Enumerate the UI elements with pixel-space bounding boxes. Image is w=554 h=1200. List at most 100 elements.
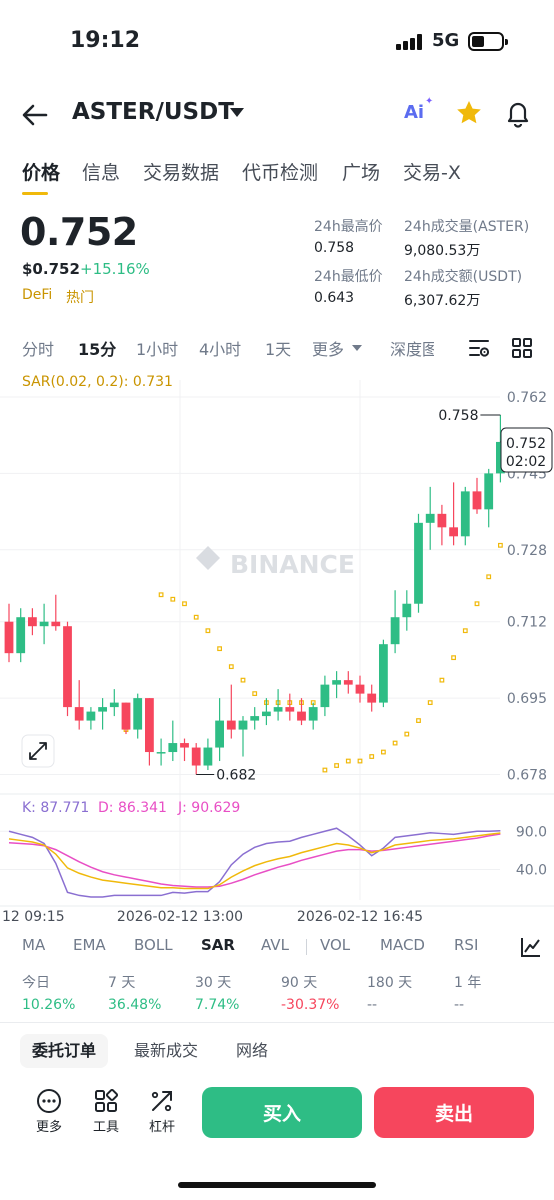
candle-body (51, 621, 61, 627)
current-price-box[interactable]: 0.752 02:02 (500, 427, 553, 473)
sar-dot (451, 655, 456, 661)
more-button[interactable]: 更多 (29, 1088, 69, 1135)
tools-button[interactable]: 工具 (86, 1088, 126, 1135)
price-change: +15.16% (80, 260, 150, 278)
leverage-icon (151, 1091, 172, 1112)
tools-label: 工具 (92, 1120, 119, 1135)
candle-body (496, 441, 505, 474)
price-axis-label: 0.762 (507, 390, 547, 406)
candle-body (414, 522, 423, 604)
stat-24h-low: 24h最低价 0.643 (314, 266, 383, 306)
back-arrow-icon[interactable] (20, 100, 50, 130)
indicator-avl[interactable]: AVL (261, 936, 289, 954)
interval-4h[interactable]: 4小时 (199, 340, 242, 359)
sar-dot (334, 763, 339, 768)
favorite-star-icon[interactable] (454, 98, 484, 128)
tab-square[interactable]: 广场 (342, 162, 381, 184)
perf-value: 36.48% (108, 997, 162, 1013)
layout-grid-icon[interactable] (510, 336, 534, 360)
indicator-vol[interactable]: VOL (320, 936, 351, 954)
pair-title[interactable]: ASTER/USDT (72, 99, 234, 125)
sell-button[interactable]: 卖出 (374, 1087, 534, 1138)
stat-24h-volume: 24h成交量(ASTER) 9,080.53万 (404, 216, 529, 260)
notification-bell-icon[interactable] (503, 98, 533, 128)
indicator-sar[interactable]: SAR (201, 936, 235, 954)
more-caret-icon[interactable] (352, 345, 362, 351)
countdown-label: 02:02 (506, 454, 546, 470)
price-axis-label: 0.678 (507, 768, 547, 784)
candle-body (379, 644, 388, 703)
indicator-separator (306, 939, 307, 955)
tab-price[interactable]: 价格 (22, 162, 61, 184)
perf-label: 1 年 (454, 975, 482, 991)
perf-label: 7 天 (108, 975, 136, 991)
interval-1d[interactable]: 1天 (265, 340, 292, 359)
candle-body (215, 720, 224, 748)
divider (0, 1022, 554, 1023)
buy-button[interactable]: 买入 (202, 1087, 362, 1138)
price-usd: $0.752 (22, 260, 80, 278)
tab-trading-data[interactable]: 交易数据 (143, 162, 220, 184)
status-bar: 19:12 5G (0, 0, 554, 84)
interval-15m[interactable]: 15分 (78, 340, 117, 359)
tag-defi[interactable]: DeFi (22, 287, 53, 303)
perf-1y: 1 年 -- (454, 972, 481, 1013)
expand-icon (29, 742, 47, 760)
sar-dot (369, 754, 375, 759)
signal-icon (396, 34, 426, 50)
header: ASTER/USDT Ai ✦ (0, 90, 554, 138)
candle-body (449, 527, 458, 537)
price-axis-label: 0.712 (507, 615, 547, 631)
watermark-text: BINANCE (230, 550, 355, 579)
fullscreen-button[interactable] (21, 734, 55, 768)
interval-timeline[interactable]: 分时 (22, 340, 55, 359)
candle-body (39, 621, 49, 627)
status-time: 19:12 (70, 28, 141, 53)
tab-token-check[interactable]: 代币检测 (242, 162, 319, 184)
sar-legend: SAR(0.02, 0.2): 0.731 (22, 374, 173, 390)
candle-body (191, 747, 201, 766)
tab-trade-x[interactable]: 交易-X (403, 162, 461, 184)
indicator-ma[interactable]: MA (22, 936, 46, 954)
drawing-tool-icon[interactable] (520, 936, 542, 958)
candle-body (332, 680, 341, 685)
candle-body (308, 707, 318, 721)
perf-label: 90 天 (281, 975, 318, 991)
chart-settings-icon[interactable] (467, 336, 491, 360)
perf-30d: 30 天 7.74% (195, 972, 239, 1013)
interval-more[interactable]: 更多 (312, 340, 345, 359)
candle-body (16, 617, 26, 654)
sar-dot (392, 740, 398, 746)
tag-hot[interactable]: 热门 (66, 290, 94, 306)
kdj-axis: 90.0 40.0 (516, 824, 547, 878)
indicator-macd[interactable]: MACD (380, 936, 425, 954)
sar-dot (205, 628, 211, 634)
tab-open-orders[interactable]: 委托订单 (20, 1034, 109, 1068)
sar-dot (357, 758, 363, 764)
indicator-boll[interactable]: BOLL (134, 936, 173, 954)
indicator-rsi[interactable]: RSI (454, 936, 479, 954)
ai-assistant-icon[interactable]: Ai ✦ (404, 96, 434, 123)
sar-dot (439, 677, 445, 683)
interval-1h[interactable]: 1小时 (136, 340, 179, 359)
leverage-button[interactable]: 杠杆 (142, 1088, 182, 1135)
pair-dropdown-icon[interactable] (230, 108, 244, 117)
candle-body (343, 680, 353, 685)
candle-body (133, 698, 143, 730)
candle-body (437, 513, 447, 528)
performance-row: 今日 10.26% 7 天 36.48% 30 天 7.74% 90 天 -30… (0, 972, 554, 1013)
perf-value: -- (454, 997, 465, 1013)
candle-body (460, 491, 470, 537)
candle-body (98, 707, 107, 712)
perf-label: 180 天 (367, 975, 413, 991)
tab-info[interactable]: 信息 (82, 162, 121, 184)
indicator-ema[interactable]: EMA (73, 936, 106, 954)
interval-depth[interactable]: 深度图 (390, 340, 434, 359)
kdj-k-label: K: 87.771 (22, 800, 89, 816)
watermark: BINANCE (196, 546, 355, 579)
tab-network[interactable]: 网络 (236, 1041, 269, 1060)
tab-latest-trades[interactable]: 最新成交 (134, 1041, 199, 1060)
candle-body (390, 617, 400, 645)
perf-label: 今日 (22, 975, 50, 991)
